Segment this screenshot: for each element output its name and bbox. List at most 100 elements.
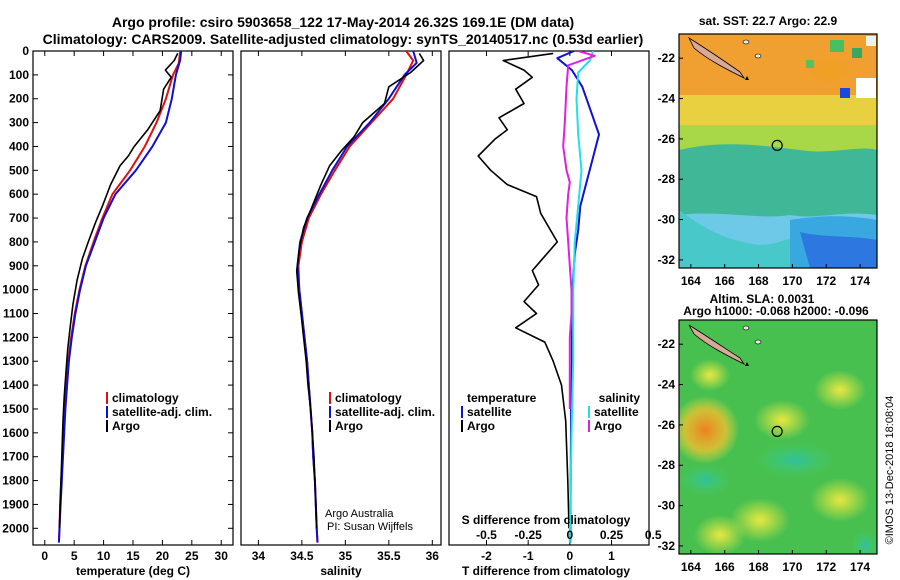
map-lon-tick-label: 168 — [749, 274, 769, 288]
temperature-panel: 0100200300400500600700800900100011001200… — [2, 44, 649, 578]
map-lat-tick-label: -22 — [658, 337, 676, 351]
x-tick-label: 30 — [215, 549, 229, 563]
legend-argo-label: Argo — [335, 419, 363, 433]
depth-tick-label: 300 — [9, 116, 29, 130]
sst-heatmap — [679, 34, 877, 268]
title-line-1: Argo profile: csiro 5903658_122 17-May-2… — [112, 14, 574, 30]
annotation-line-2: PI: Susan Wijffels — [327, 521, 413, 533]
s-tick-label: -0.5 — [476, 528, 497, 542]
series-line-argo — [295, 52, 425, 529]
salinity-legend: climatology satellite-adj. clim. Argo — [329, 391, 435, 433]
series-line-satellite-adj-clim- — [57, 51, 183, 543]
depth-tick-label: 800 — [9, 235, 29, 249]
s-tick-label: 0 — [566, 528, 573, 542]
depth-tick-label: 100 — [9, 68, 29, 82]
legend-t-argo-label: Argo — [467, 419, 495, 433]
x-tick-label: 35 — [339, 549, 353, 563]
depth-tick-label: 500 — [9, 163, 29, 177]
x-tick-label: 36 — [426, 549, 440, 563]
legend-s-argo-label: Argo — [594, 419, 622, 433]
series-line-t-satellite — [556, 51, 600, 543]
difference-legend: temperature satellite Argo salinity sate… — [461, 391, 641, 433]
map-lat-tick-label: -22 — [658, 51, 676, 65]
sst-argo-location-marker — [771, 139, 783, 151]
map-lon-tick-label: 172 — [816, 560, 836, 574]
map-lon-tick-label: 166 — [715, 274, 735, 288]
map-lon-tick-label: 172 — [816, 274, 836, 288]
depth-tick-label: 1500 — [2, 402, 29, 416]
sla-map-title: Altim. SLA: 0.0031 — [710, 292, 815, 306]
series-line-argo — [58, 53, 179, 529]
x-tick-label: -2 — [481, 549, 492, 563]
legend-satellite-label: satellite-adj. clim. — [112, 405, 212, 419]
annotation-line-1: Argo Australia — [325, 508, 394, 520]
map-lat-tick-label: -26 — [658, 132, 676, 146]
legend-t-satellite-label: satellite — [467, 405, 512, 419]
depth-tick-label: 1900 — [2, 497, 29, 511]
x-tick-label: 0 — [41, 549, 48, 563]
map-lat-tick-label: -28 — [658, 172, 676, 186]
depth-tick-label: 2000 — [2, 521, 29, 535]
sla-argo-location-marker — [771, 425, 783, 437]
sst-map-frame — [678, 33, 878, 269]
map-lat-tick-label: -32 — [658, 539, 676, 553]
depth-tick-label: 1100 — [3, 307, 29, 321]
difference-panel: -2 -1 0 1 T difference from climatology S d… — [448, 50, 662, 578]
temperature-plot-frame — [32, 50, 234, 546]
x-tick-label: 1 — [608, 549, 615, 563]
map-lon-tick-label: 170 — [782, 560, 802, 574]
map-lon-tick-label: 174 — [850, 274, 870, 288]
x-tick-label: 34 — [252, 549, 266, 563]
s-tick-label: 0.25 — [600, 528, 624, 542]
sst-map-panel: sat. SST: 22.7 Argo: 22.9 164 166 168 170 17… — [658, 14, 878, 288]
map-lat-tick-label: -28 — [658, 458, 676, 472]
depth-tick-label: 900 — [9, 259, 29, 273]
map-lon-tick-label: 168 — [749, 560, 769, 574]
x-tick-label: 20 — [156, 549, 170, 563]
map-lat-tick-label: -30 — [658, 499, 676, 513]
title-line-2: Climatology: CARS2009. Satellite-adjuste… — [43, 31, 644, 47]
depth-tick-label: 400 — [9, 139, 29, 153]
legend-s-satellite-label: satellite — [594, 405, 639, 419]
map-lon-tick-label: 174 — [850, 560, 870, 574]
legend-satellite-label: satellite-adj. clim. — [335, 405, 435, 419]
legend-salinity-title: salinity — [599, 391, 641, 405]
legend-climatology-label: climatology — [335, 391, 402, 405]
depth-tick-label: 1400 — [2, 378, 29, 392]
legend-climatology-label: climatology — [112, 391, 179, 405]
depth-tick-label: 200 — [9, 92, 29, 106]
salinity-xlabel: salinity — [320, 564, 362, 578]
x-tick-label: 10 — [97, 549, 111, 563]
temperature-legend: climatology satellite-adj. clim. Argo — [106, 391, 212, 433]
salinity-plot-frame — [240, 50, 442, 546]
sla-map-subtitle: Argo h1000: -0.068 h2000: -0.096 — [683, 304, 869, 318]
depth-tick-label: 1200 — [2, 330, 29, 344]
x-tick-label: 15 — [126, 549, 140, 563]
x-tick-label: 34.5 — [290, 549, 314, 563]
x-tick-label: 25 — [185, 549, 199, 563]
depth-tick-label: 600 — [9, 187, 29, 201]
depth-tick-label: 1300 — [2, 354, 29, 368]
difference-plot-frame — [448, 50, 650, 546]
series-line-s-satellite — [568, 51, 595, 543]
map-lon-tick-label: 166 — [715, 560, 735, 574]
map-lat-tick-label: -30 — [658, 213, 676, 227]
depth-tick-label: 1700 — [2, 450, 29, 464]
depth-tick-label: 1600 — [2, 426, 29, 440]
map-lat-tick-label: -24 — [658, 92, 676, 106]
depth-tick-label: 1000 — [2, 283, 29, 297]
sst-map-title: sat. SST: 22.7 Argo: 22.9 — [699, 14, 838, 28]
t-difference-xlabel: T difference from climatology — [462, 564, 630, 578]
series-line-s-argo — [562, 51, 596, 409]
legend-argo-label: Argo — [112, 419, 140, 433]
map-lon-tick-label: 170 — [782, 274, 802, 288]
map-lat-tick-label: -32 — [658, 253, 676, 267]
x-tick-label: 35.5 — [377, 549, 401, 563]
sla-heatmap — [679, 320, 877, 554]
x-tick-label: -1 — [523, 549, 534, 563]
x-tick-label: 5 — [71, 549, 78, 563]
depth-tick-label: 1800 — [2, 474, 29, 488]
legend-temperature-title: temperature — [467, 391, 537, 405]
s-difference-label: S difference from climatology — [462, 513, 631, 527]
